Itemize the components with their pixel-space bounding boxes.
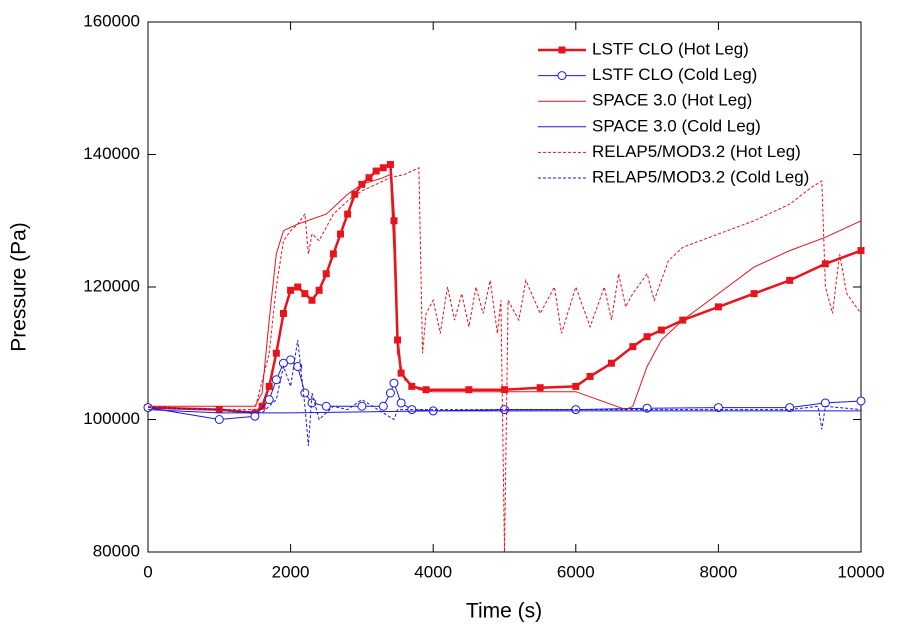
data-point: [396, 398, 406, 408]
data-point: [272, 349, 280, 357]
data-point: [657, 326, 665, 334]
data-point: [308, 296, 316, 304]
series-line: [147, 339, 862, 447]
data-point: [586, 372, 594, 380]
series-line: [147, 162, 862, 415]
legend-label: LSTF CLO (Cold Leg): [592, 65, 757, 84]
data-point: [607, 359, 615, 367]
data-point: [321, 401, 331, 411]
data-point: [785, 403, 795, 413]
x-tick-label: 10000: [837, 562, 884, 581]
data-point: [750, 290, 758, 298]
legend-label: RELAP5/MOD3.2 (Hot Leg): [592, 142, 801, 161]
data-point: [307, 398, 317, 408]
data-point: [372, 167, 380, 175]
data-point: [642, 403, 652, 413]
x-tick-label: 4000: [414, 562, 452, 581]
data-point: [397, 369, 405, 377]
data-point: [536, 384, 544, 392]
data-point: [390, 217, 398, 225]
y-tick-label: 80000: [93, 541, 140, 560]
legend-label: SPACE 3.0 (Cold Leg): [592, 116, 761, 135]
data-point: [629, 343, 637, 351]
series-line: [147, 409, 861, 414]
x-axis-label: Time (s): [466, 600, 542, 623]
data-point: [322, 270, 330, 278]
data-point: [465, 386, 473, 394]
series-line: [148, 173, 862, 411]
y-axis-label: Pressure (Pa): [8, 222, 31, 352]
data-point: [265, 382, 273, 390]
data-point: [337, 230, 345, 238]
data-point: [286, 355, 296, 365]
data-point: [365, 174, 373, 182]
data-point: [300, 388, 310, 398]
data-point: [301, 290, 309, 298]
data-point: [713, 403, 723, 413]
data-point: [821, 260, 829, 268]
data-point: [408, 382, 416, 390]
data-point: [378, 401, 388, 411]
data-point: [264, 395, 274, 405]
data-point: [379, 164, 387, 172]
data-point: [394, 336, 402, 344]
data-point: [214, 415, 224, 424]
legend-marker: [558, 46, 566, 54]
data-point: [501, 386, 508, 394]
data-point: [714, 303, 722, 311]
data-point: [258, 402, 266, 410]
x-tick-label: 8000: [699, 562, 737, 581]
data-point: [287, 286, 295, 294]
data-point: [357, 401, 367, 411]
data-point: [271, 375, 281, 385]
x-tick-label: 0: [143, 562, 152, 581]
legend-marker: [557, 71, 567, 81]
data-point: [857, 247, 865, 255]
series-line: [147, 167, 862, 553]
y-tick-label: 100000: [83, 409, 140, 428]
y-tick-label: 160000: [83, 11, 140, 30]
data-point: [329, 250, 337, 258]
data-point: [786, 276, 794, 284]
y-tick-label: 120000: [83, 276, 140, 295]
data-point: [315, 286, 323, 294]
data-point: [279, 310, 287, 317]
data-point: [856, 396, 866, 406]
data-point: [572, 382, 580, 390]
data-point: [820, 398, 830, 408]
data-point: [386, 160, 394, 168]
data-point: [422, 386, 430, 394]
data-point: [294, 283, 302, 291]
x-tick-label: 6000: [557, 562, 595, 581]
legend-label: LSTF CLO (Hot Leg): [592, 39, 749, 58]
x-tick-label: 2000: [272, 562, 310, 581]
data-point: [389, 378, 399, 388]
y-tick-label: 140000: [83, 144, 140, 163]
plot-frame: [147, 21, 862, 553]
data-point: [293, 362, 303, 371]
data-point: [351, 190, 359, 198]
data-point: [385, 388, 395, 398]
legend-label: RELAP5/MOD3.2 (Cold Leg): [592, 167, 809, 186]
legend-label: SPACE 3.0 (Hot Leg): [592, 91, 752, 110]
data-point: [344, 210, 352, 218]
data-point: [643, 333, 651, 341]
